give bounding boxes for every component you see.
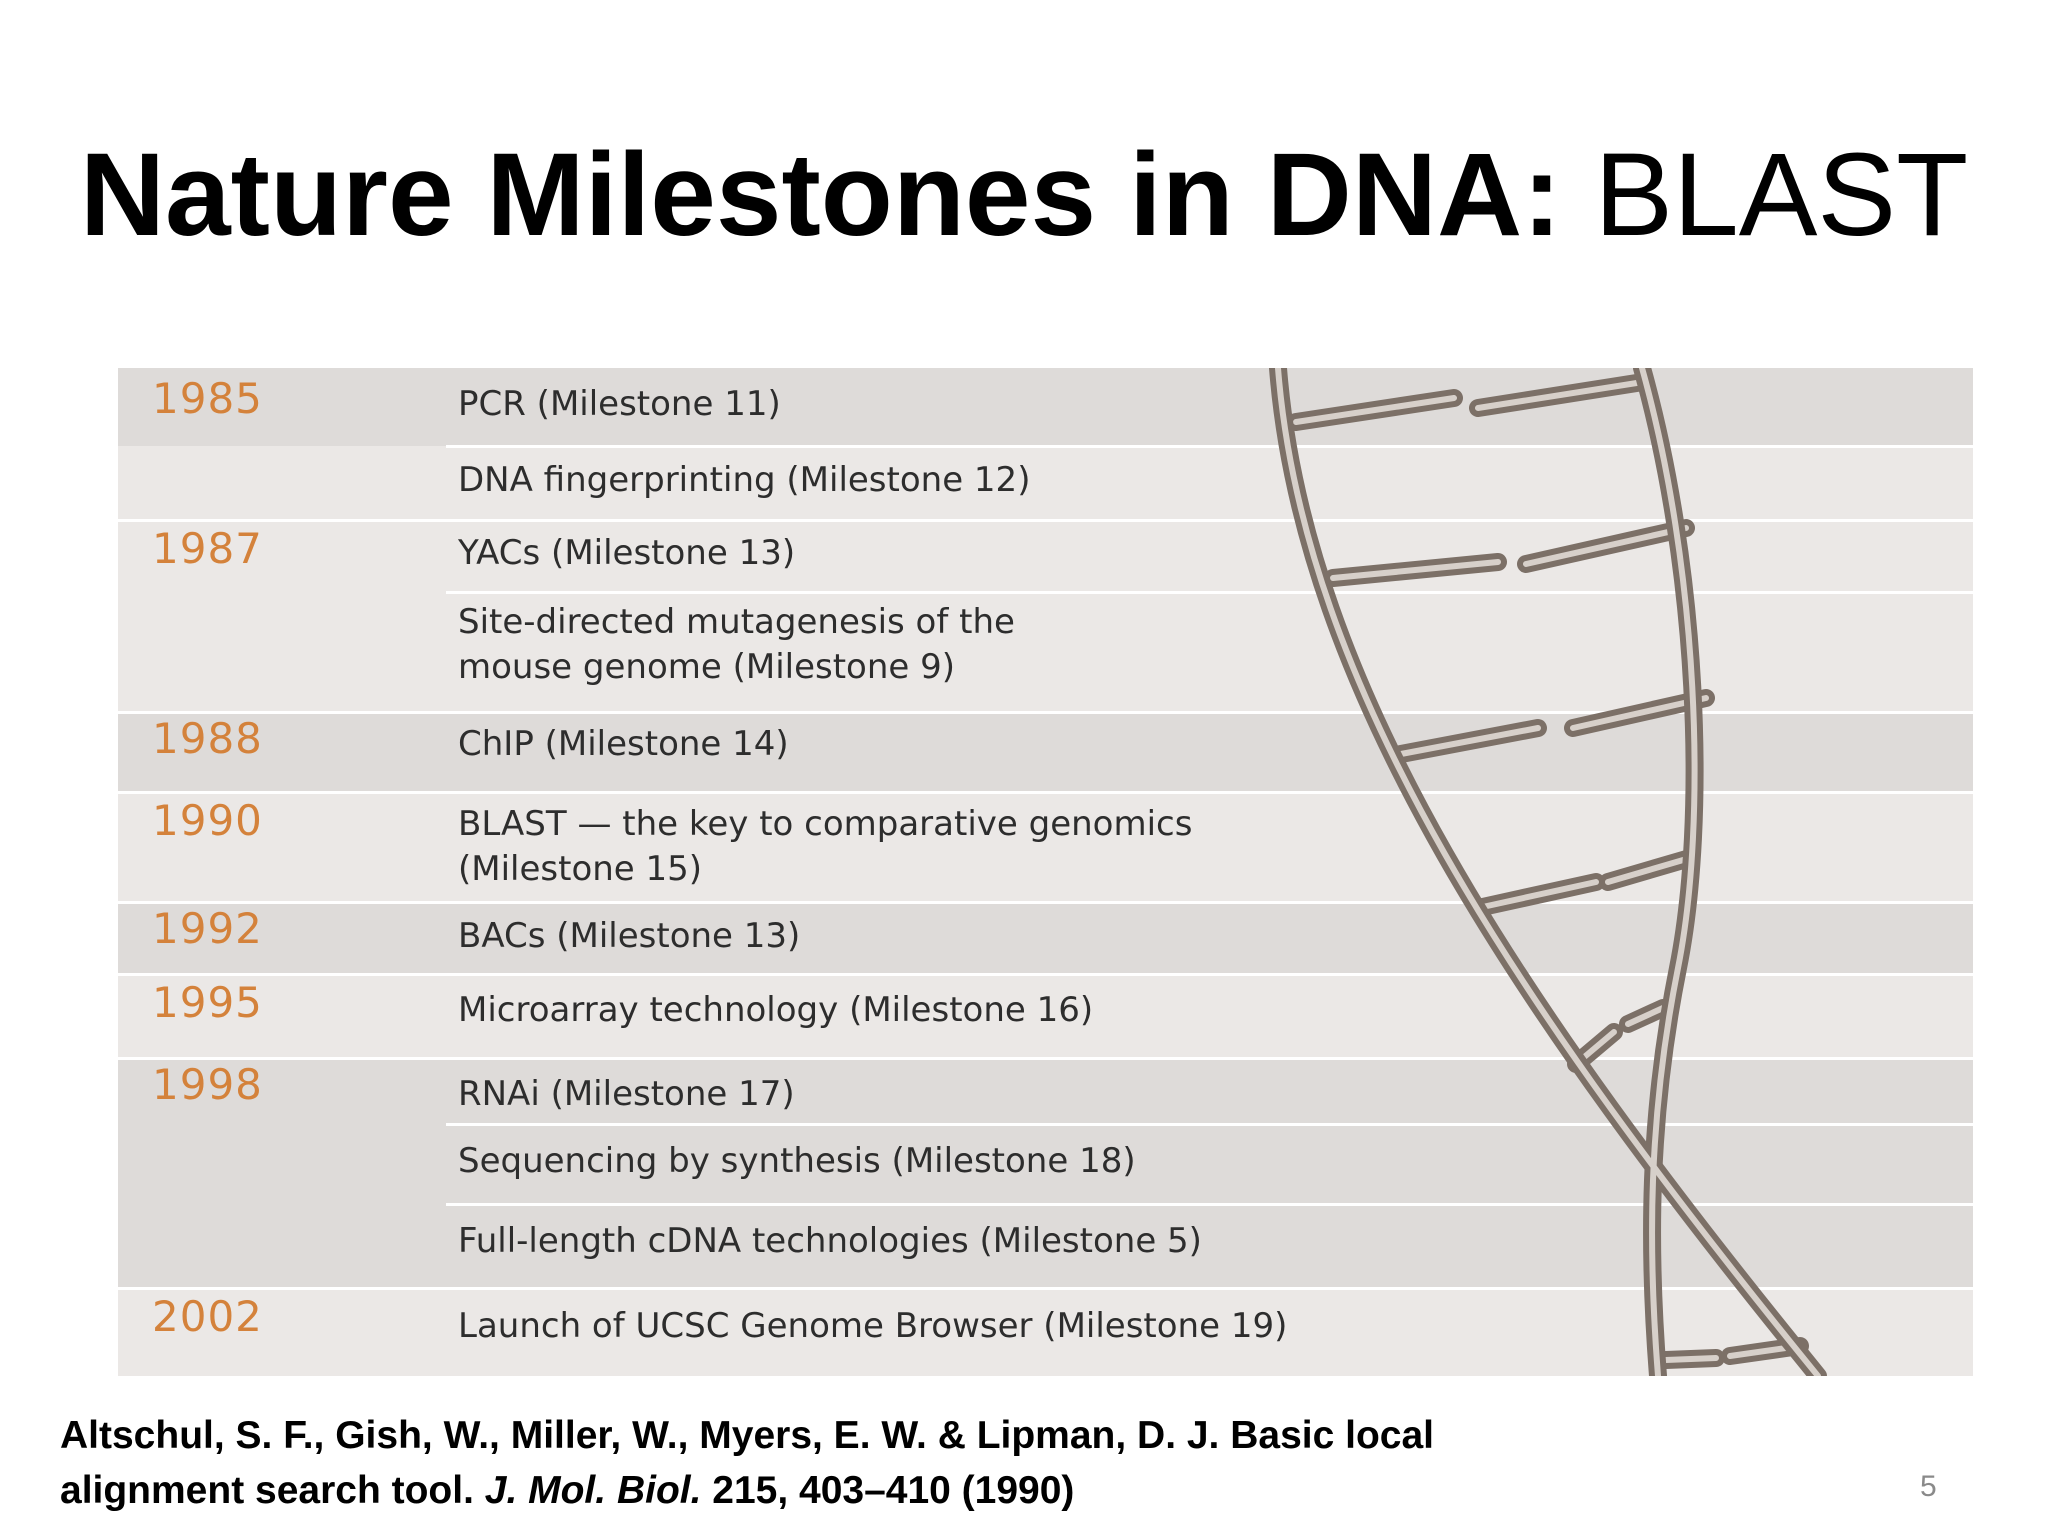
row-bg <box>118 1204 1973 1288</box>
event-label: BLAST — the key to comparative genomics … <box>458 804 1193 889</box>
event-label: Launch of UCSC Genome Browser (Milestone… <box>458 1306 1288 1346</box>
event-label: BACs (Milestone 13) <box>458 916 801 956</box>
citation-journal: J. Mol. Biol. <box>484 1469 702 1512</box>
row-bg <box>118 792 1973 902</box>
row-bg <box>118 712 1973 792</box>
row-divider <box>118 1057 1973 1060</box>
year-label: 1992 <box>152 904 263 953</box>
event-label: Full-length cDNA technologies (Milestone… <box>458 1221 1202 1261</box>
helix-rungs-highlight <box>1293 379 1803 1363</box>
row-divider <box>118 1287 1973 1290</box>
row-divider <box>446 445 1973 448</box>
year-label: 1987 <box>152 524 263 573</box>
row-bg <box>118 902 1973 974</box>
year-label: 1990 <box>152 796 263 845</box>
helix-strands-highlight <box>1275 368 1821 1376</box>
event-label: PCR (Milestone 11) <box>458 384 781 424</box>
helix-strands <box>1269 368 1827 1376</box>
event-label: ChIP (Milestone 14) <box>458 724 789 764</box>
reference-citation: Altschul, S. F., Gish, W., Miller, W., M… <box>60 1408 1560 1518</box>
row-divider <box>118 901 1973 904</box>
milestone-timeline: 1985 1987 1988 1990 1992 1995 1998 2002 … <box>118 368 1973 1376</box>
row-divider <box>446 591 1973 594</box>
event-label: RNAi (Milestone 17) <box>458 1074 795 1114</box>
citation-authors: Altschul, S. F., Gish, W., Miller, W., M… <box>60 1414 1435 1457</box>
citation-title-part: alignment search tool. <box>60 1469 474 1512</box>
citation-details: 215, 403–410 (1990) <box>712 1469 1075 1512</box>
row-divider <box>118 711 1973 714</box>
row-divider <box>446 1123 1973 1126</box>
event-label: DNA fingerprinting (Milestone 12) <box>458 460 1031 500</box>
helix-rungs <box>1287 373 1809 1369</box>
row-bg <box>118 592 1973 712</box>
year-label: 1995 <box>152 978 263 1027</box>
row-divider <box>446 1203 1973 1206</box>
year-label: 1988 <box>152 714 263 763</box>
year-label: 1998 <box>152 1060 263 1109</box>
row-divider <box>118 973 1973 976</box>
slide-title: Nature Milestones in DNA: BLAST <box>0 120 2048 270</box>
row-divider <box>118 791 1973 794</box>
year-label: 1985 <box>152 374 263 423</box>
event-label: Sequencing by synthesis (Milestone 18) <box>458 1141 1136 1181</box>
event-label: Site-directed mutagenesis of the mouse g… <box>458 602 1015 687</box>
row-divider <box>118 519 1973 522</box>
dna-helix-illustration <box>1269 368 1827 1376</box>
slide-number: 5 <box>1920 1470 1937 1503</box>
event-label: Microarray technology (Milestone 16) <box>458 990 1094 1030</box>
title-normal-part: BLAST <box>1594 129 1969 261</box>
title-bold-part: Nature Milestones in DNA: <box>79 129 1562 261</box>
year-label: 2002 <box>152 1292 263 1341</box>
event-label: YACs (Milestone 13) <box>458 533 796 573</box>
